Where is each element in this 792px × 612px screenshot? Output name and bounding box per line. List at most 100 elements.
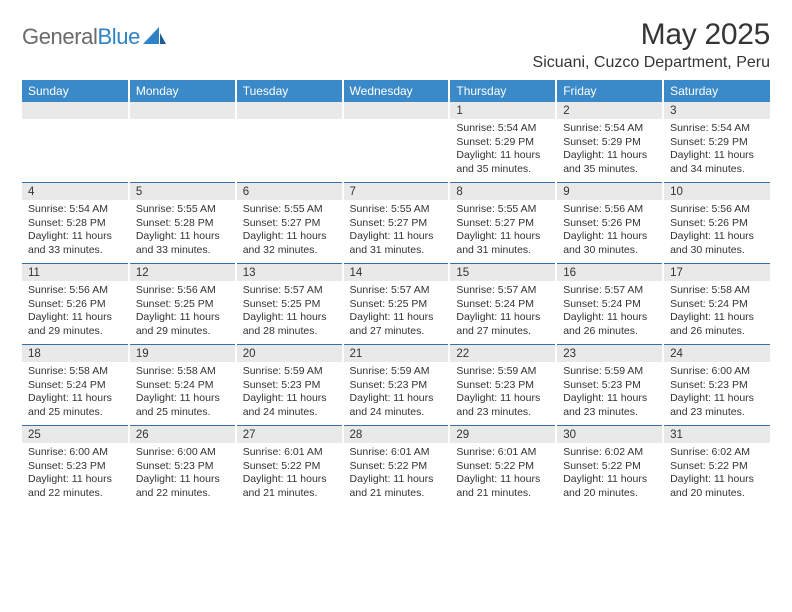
day-details: Sunrise: 5:55 AMSunset: 5:27 PMDaylight:… [344, 200, 449, 259]
day-number: 22 [450, 345, 555, 362]
calendar-week: 4Sunrise: 5:54 AMSunset: 5:28 PMDaylight… [22, 183, 770, 264]
brand-name: GeneralBlue [22, 24, 140, 50]
calendar-cell: 10Sunrise: 5:56 AMSunset: 5:26 PMDayligh… [663, 183, 770, 264]
day-details: Sunrise: 5:56 AMSunset: 5:25 PMDaylight:… [130, 281, 235, 340]
day-details [22, 119, 128, 177]
calendar-table: Sunday Monday Tuesday Wednesday Thursday… [22, 80, 770, 506]
calendar-cell: 17Sunrise: 5:58 AMSunset: 5:24 PMDayligh… [663, 264, 770, 345]
day-number: 27 [237, 426, 342, 443]
day-details: Sunrise: 5:54 AMSunset: 5:29 PMDaylight:… [450, 119, 555, 178]
calendar-cell: 20Sunrise: 5:59 AMSunset: 5:23 PMDayligh… [236, 345, 343, 426]
calendar-cell: 5Sunrise: 5:55 AMSunset: 5:28 PMDaylight… [129, 183, 236, 264]
day-number: 1 [450, 102, 555, 119]
day-number: 23 [557, 345, 662, 362]
day-number: 20 [237, 345, 342, 362]
header: GeneralBlue May 2025 Sicuani, Cuzco Depa… [22, 18, 770, 72]
day-number: 6 [237, 183, 342, 200]
sail-icon [143, 27, 167, 52]
day-details: Sunrise: 5:54 AMSunset: 5:29 PMDaylight:… [557, 119, 662, 178]
day-number [237, 102, 342, 119]
day-number: 21 [344, 345, 449, 362]
calendar-cell: 12Sunrise: 5:56 AMSunset: 5:25 PMDayligh… [129, 264, 236, 345]
day-number: 8 [450, 183, 555, 200]
calendar-cell: 29Sunrise: 6:01 AMSunset: 5:22 PMDayligh… [449, 426, 556, 506]
day-details: Sunrise: 6:00 AMSunset: 5:23 PMDaylight:… [130, 443, 235, 502]
day-number: 3 [664, 102, 770, 119]
day-number: 29 [450, 426, 555, 443]
day-details [237, 119, 342, 177]
day-details: Sunrise: 5:59 AMSunset: 5:23 PMDaylight:… [450, 362, 555, 421]
calendar-cell: 30Sunrise: 6:02 AMSunset: 5:22 PMDayligh… [556, 426, 663, 506]
calendar-week: 11Sunrise: 5:56 AMSunset: 5:26 PMDayligh… [22, 264, 770, 345]
day-details: Sunrise: 6:01 AMSunset: 5:22 PMDaylight:… [450, 443, 555, 502]
day-details [130, 119, 235, 177]
day-number: 9 [557, 183, 662, 200]
day-number: 14 [344, 264, 449, 281]
calendar-cell: 9Sunrise: 5:56 AMSunset: 5:26 PMDaylight… [556, 183, 663, 264]
day-details: Sunrise: 6:01 AMSunset: 5:22 PMDaylight:… [344, 443, 449, 502]
day-number: 5 [130, 183, 235, 200]
day-number: 15 [450, 264, 555, 281]
day-number: 26 [130, 426, 235, 443]
day-details: Sunrise: 5:59 AMSunset: 5:23 PMDaylight:… [344, 362, 449, 421]
calendar-cell: 16Sunrise: 5:57 AMSunset: 5:24 PMDayligh… [556, 264, 663, 345]
day-details: Sunrise: 5:56 AMSunset: 5:26 PMDaylight:… [664, 200, 770, 259]
calendar-cell: 4Sunrise: 5:54 AMSunset: 5:28 PMDaylight… [22, 183, 129, 264]
calendar-cell: 21Sunrise: 5:59 AMSunset: 5:23 PMDayligh… [343, 345, 450, 426]
calendar-cell: 15Sunrise: 5:57 AMSunset: 5:24 PMDayligh… [449, 264, 556, 345]
brand-name-a: General [22, 24, 97, 49]
calendar-week: 25Sunrise: 6:00 AMSunset: 5:23 PMDayligh… [22, 426, 770, 506]
day-number: 30 [557, 426, 662, 443]
brand-name-b: Blue [97, 24, 139, 49]
day-header: Monday [129, 80, 236, 102]
calendar-cell: 19Sunrise: 5:58 AMSunset: 5:24 PMDayligh… [129, 345, 236, 426]
calendar-cell: 31Sunrise: 6:02 AMSunset: 5:22 PMDayligh… [663, 426, 770, 506]
day-header: Wednesday [343, 80, 450, 102]
day-number [130, 102, 235, 119]
calendar-week: 1Sunrise: 5:54 AMSunset: 5:29 PMDaylight… [22, 102, 770, 183]
day-number: 4 [22, 183, 128, 200]
day-details: Sunrise: 5:55 AMSunset: 5:28 PMDaylight:… [130, 200, 235, 259]
day-details: Sunrise: 5:58 AMSunset: 5:24 PMDaylight:… [664, 281, 770, 340]
day-details: Sunrise: 5:55 AMSunset: 5:27 PMDaylight:… [450, 200, 555, 259]
day-details: Sunrise: 6:01 AMSunset: 5:22 PMDaylight:… [237, 443, 342, 502]
day-number: 24 [664, 345, 770, 362]
day-number: 25 [22, 426, 128, 443]
brand-logo: GeneralBlue [22, 18, 167, 52]
day-details: Sunrise: 5:57 AMSunset: 5:25 PMDaylight:… [237, 281, 342, 340]
calendar-cell: 22Sunrise: 5:59 AMSunset: 5:23 PMDayligh… [449, 345, 556, 426]
day-details: Sunrise: 5:55 AMSunset: 5:27 PMDaylight:… [237, 200, 342, 259]
calendar-cell: 13Sunrise: 5:57 AMSunset: 5:25 PMDayligh… [236, 264, 343, 345]
day-number: 19 [130, 345, 235, 362]
day-details: Sunrise: 5:57 AMSunset: 5:24 PMDaylight:… [557, 281, 662, 340]
calendar-cell [343, 102, 450, 183]
calendar-week: 18Sunrise: 5:58 AMSunset: 5:24 PMDayligh… [22, 345, 770, 426]
calendar-cell: 11Sunrise: 5:56 AMSunset: 5:26 PMDayligh… [22, 264, 129, 345]
calendar-cell: 23Sunrise: 5:59 AMSunset: 5:23 PMDayligh… [556, 345, 663, 426]
day-details: Sunrise: 5:58 AMSunset: 5:24 PMDaylight:… [22, 362, 128, 421]
day-details: Sunrise: 6:02 AMSunset: 5:22 PMDaylight:… [557, 443, 662, 502]
day-details: Sunrise: 5:57 AMSunset: 5:24 PMDaylight:… [450, 281, 555, 340]
day-details [344, 119, 449, 177]
calendar-cell: 2Sunrise: 5:54 AMSunset: 5:29 PMDaylight… [556, 102, 663, 183]
calendar-cell: 6Sunrise: 5:55 AMSunset: 5:27 PMDaylight… [236, 183, 343, 264]
day-number [22, 102, 128, 119]
day-details: Sunrise: 5:56 AMSunset: 5:26 PMDaylight:… [557, 200, 662, 259]
location-subtitle: Sicuani, Cuzco Department, Peru [533, 54, 770, 72]
day-details: Sunrise: 5:57 AMSunset: 5:25 PMDaylight:… [344, 281, 449, 340]
day-header-row: Sunday Monday Tuesday Wednesday Thursday… [22, 80, 770, 102]
day-header: Friday [556, 80, 663, 102]
day-number: 2 [557, 102, 662, 119]
day-details: Sunrise: 5:54 AMSunset: 5:29 PMDaylight:… [664, 119, 770, 178]
day-header: Sunday [22, 80, 129, 102]
day-number [344, 102, 449, 119]
day-number: 17 [664, 264, 770, 281]
calendar-cell: 1Sunrise: 5:54 AMSunset: 5:29 PMDaylight… [449, 102, 556, 183]
calendar-cell: 18Sunrise: 5:58 AMSunset: 5:24 PMDayligh… [22, 345, 129, 426]
day-details: Sunrise: 5:54 AMSunset: 5:28 PMDaylight:… [22, 200, 128, 259]
calendar-cell: 7Sunrise: 5:55 AMSunset: 5:27 PMDaylight… [343, 183, 450, 264]
day-number: 7 [344, 183, 449, 200]
day-details: Sunrise: 5:59 AMSunset: 5:23 PMDaylight:… [557, 362, 662, 421]
day-number: 31 [664, 426, 770, 443]
day-number: 16 [557, 264, 662, 281]
